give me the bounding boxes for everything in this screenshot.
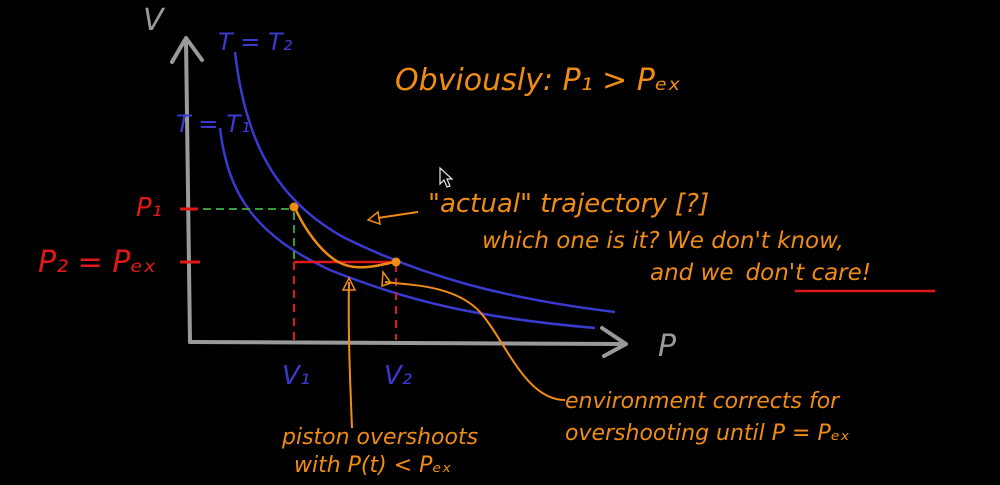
y-axis [184,38,192,344]
trajectory-pointer-line [377,211,419,219]
dont-care-emphasis: don't care [746,260,862,286]
isotherm-t2-label: T = T₂ [218,28,293,56]
piston-note-line1: piston overshoots [281,425,478,450]
dont-care-prefix: and we [650,260,734,286]
x-axis-label: P [658,329,677,364]
mouse-pointer-icon [439,166,454,188]
environment-arrow-line [384,281,566,401]
x-axis-arrowhead [600,326,628,358]
p1-label: P₁ [136,193,162,223]
which-one-note: which one is it? We don't know, [482,228,844,254]
p2-label: P₂ = Pₑₓ [38,245,156,280]
obviously-note: Obviously: P₁ > Pₑₓ [395,63,681,98]
environment-note-line2: overshooting until P = Pₑₓ [565,421,850,446]
actual-trajectory [293,207,397,269]
v1-label: V₁ [282,361,310,391]
y-axis-label: V [143,3,166,38]
axes [170,36,628,358]
environment-note-line1: environment corrects for [565,389,841,414]
v2-label: V₂ [384,361,412,391]
dont-care-note: and we don't care! [650,260,871,286]
environment-arrow-head [381,269,393,288]
actual-trajectory-note: "actual" trajectory [?] [428,189,709,219]
state-point-1 [289,202,299,212]
x-axis [188,340,627,346]
y-axis-arrowhead [170,36,204,64]
piston-note-line2: with P(t) < Pₑₓ [294,453,452,478]
piston-arrow-head [341,276,357,291]
trajectory-pointer-head [366,210,381,226]
isotherm-t2 [233,51,616,314]
state-point-2 [391,257,401,267]
dont-care-suffix: ! [862,260,871,286]
isotherm-t1-label: T = T₁ [176,110,250,138]
isotherm-t1 [218,127,596,330]
piston-arrow-line [347,281,353,429]
